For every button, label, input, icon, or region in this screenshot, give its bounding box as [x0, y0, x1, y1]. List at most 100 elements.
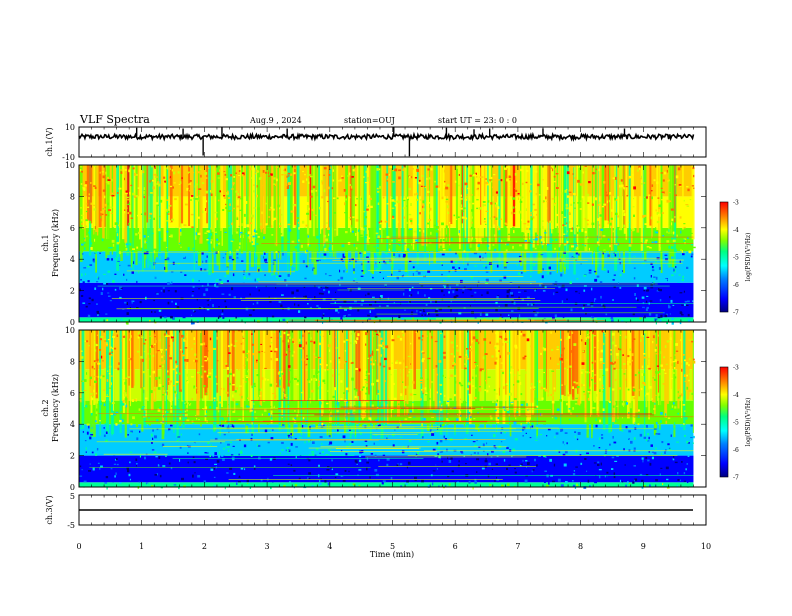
spectrogram-cell — [296, 290, 299, 292]
spectrogram-cell — [674, 422, 675, 425]
spectrogram-cell — [263, 256, 264, 258]
spectrogram-streak — [569, 330, 571, 392]
spectrogram-cell — [313, 375, 315, 378]
spectrogram-streak — [446, 330, 448, 404]
spectrogram-cell — [531, 218, 533, 221]
spectrogram-cell — [248, 378, 249, 381]
spectrogram-cell — [602, 385, 604, 387]
spectrogram-cell — [340, 179, 342, 181]
spectrogram-cell — [265, 274, 266, 275]
spectrogram-cell — [113, 333, 116, 336]
spectrogram-cell — [161, 302, 164, 304]
spectrogram-cell — [280, 399, 282, 401]
spectrogram-cell — [108, 215, 110, 217]
spectrogram-cell — [486, 436, 488, 438]
spectrogram-cell — [599, 224, 601, 226]
spectrogram-cell — [119, 221, 120, 222]
spectrogram-streak — [635, 330, 638, 413]
spectrogram-cell — [571, 332, 573, 334]
spectrogram-cell — [205, 406, 207, 409]
spectrogram-cell — [103, 282, 106, 285]
spectrogram-cell — [170, 316, 173, 319]
spectrogram-cell — [298, 310, 300, 313]
spectrogram-cell — [447, 284, 449, 287]
spectrogram-cell — [275, 333, 276, 334]
spectrogram-cell — [318, 287, 321, 289]
spectrogram-cell — [319, 293, 322, 295]
spectrogram-cell — [255, 173, 256, 174]
spectrogram-cell — [242, 223, 243, 226]
spectrogram-cell — [642, 366, 644, 369]
spectrogram-cell — [554, 464, 555, 467]
spectrogram-cell — [596, 425, 598, 428]
spectrogram-cell — [337, 313, 338, 315]
spectrogram-cell — [99, 349, 101, 351]
spectrogram-cell — [493, 174, 495, 175]
spectrogram-cell — [634, 256, 636, 257]
spectrogram-cell — [375, 268, 377, 269]
spectrogram-streak — [397, 330, 400, 416]
spectrogram-cell — [461, 208, 463, 210]
spectrogram-cell — [580, 208, 582, 209]
spectrogram-cell — [306, 178, 307, 180]
spectrogram-cell — [393, 253, 395, 256]
spectrogram-cell — [684, 481, 686, 482]
spectrogram-cell — [343, 315, 345, 317]
spectrogram-cell — [273, 183, 276, 185]
spectrogram-cell — [431, 168, 433, 170]
spectrogram-cell — [157, 205, 160, 207]
spectrogram-cell — [351, 186, 352, 189]
spectrogram-cell — [666, 179, 669, 181]
spectrogram-cell — [154, 452, 157, 454]
spectrogram-cell — [259, 413, 261, 415]
spectrogram-cell — [387, 180, 388, 181]
spectrogram-cell — [592, 243, 594, 246]
spectrogram-cell — [387, 203, 389, 204]
spectrogram-cell — [688, 380, 690, 382]
spectrogram-cell — [437, 392, 438, 394]
spectrogram-cell — [359, 455, 361, 457]
spectrogram-streak — [147, 165, 149, 223]
spectrogram-cell — [621, 320, 623, 321]
spectrogram-cell — [104, 404, 106, 407]
spectrogram-cell — [691, 233, 692, 234]
spectrogram-cell — [311, 379, 312, 381]
spectrogram-streak — [639, 330, 640, 396]
spectrogram-cell — [436, 374, 438, 376]
spectrogram-cell — [214, 171, 215, 173]
spectrogram-cell — [615, 213, 618, 215]
spectrogram-cell — [499, 338, 501, 340]
spectrogram-cell — [137, 215, 139, 217]
spectrogram-cell — [649, 485, 651, 487]
spectrogram-cell — [80, 428, 81, 430]
spectrogram-cell — [107, 293, 109, 294]
spectrogram-streak — [353, 165, 355, 274]
spectrogram-cell — [88, 237, 89, 240]
spectrogram-cell — [634, 480, 635, 482]
spectrogram-cell — [392, 434, 395, 437]
spectrogram-cell — [306, 355, 308, 356]
spectrogram-cell — [524, 223, 527, 224]
spectrogram-cell — [351, 378, 354, 381]
spectrogram-cell — [280, 386, 281, 388]
spectrogram-cell — [612, 457, 615, 459]
spectrogram-cell — [134, 302, 135, 304]
spectrogram-cell — [210, 228, 212, 230]
spectrogram-cell — [541, 254, 544, 255]
spectrogram-cell — [686, 267, 688, 269]
spectrogram-cell — [304, 166, 307, 169]
spectrogram-cell — [275, 358, 278, 361]
spectrogram-cell — [552, 401, 555, 404]
spectrogram-cell — [216, 244, 218, 247]
spectrogram-cell — [147, 437, 149, 440]
spectrogram-cell — [294, 410, 295, 411]
spectrogram-cell — [223, 388, 225, 391]
spectrogram-cell — [192, 423, 194, 424]
spectrogram-cell — [359, 369, 361, 372]
spectrogram-cell — [373, 247, 375, 250]
spectrogram-cell — [592, 407, 595, 409]
spectrogram-cell — [148, 236, 149, 237]
spectrogram-cell — [485, 267, 487, 269]
spectrogram-cell — [665, 413, 666, 415]
spectrogram-cell — [283, 319, 286, 321]
